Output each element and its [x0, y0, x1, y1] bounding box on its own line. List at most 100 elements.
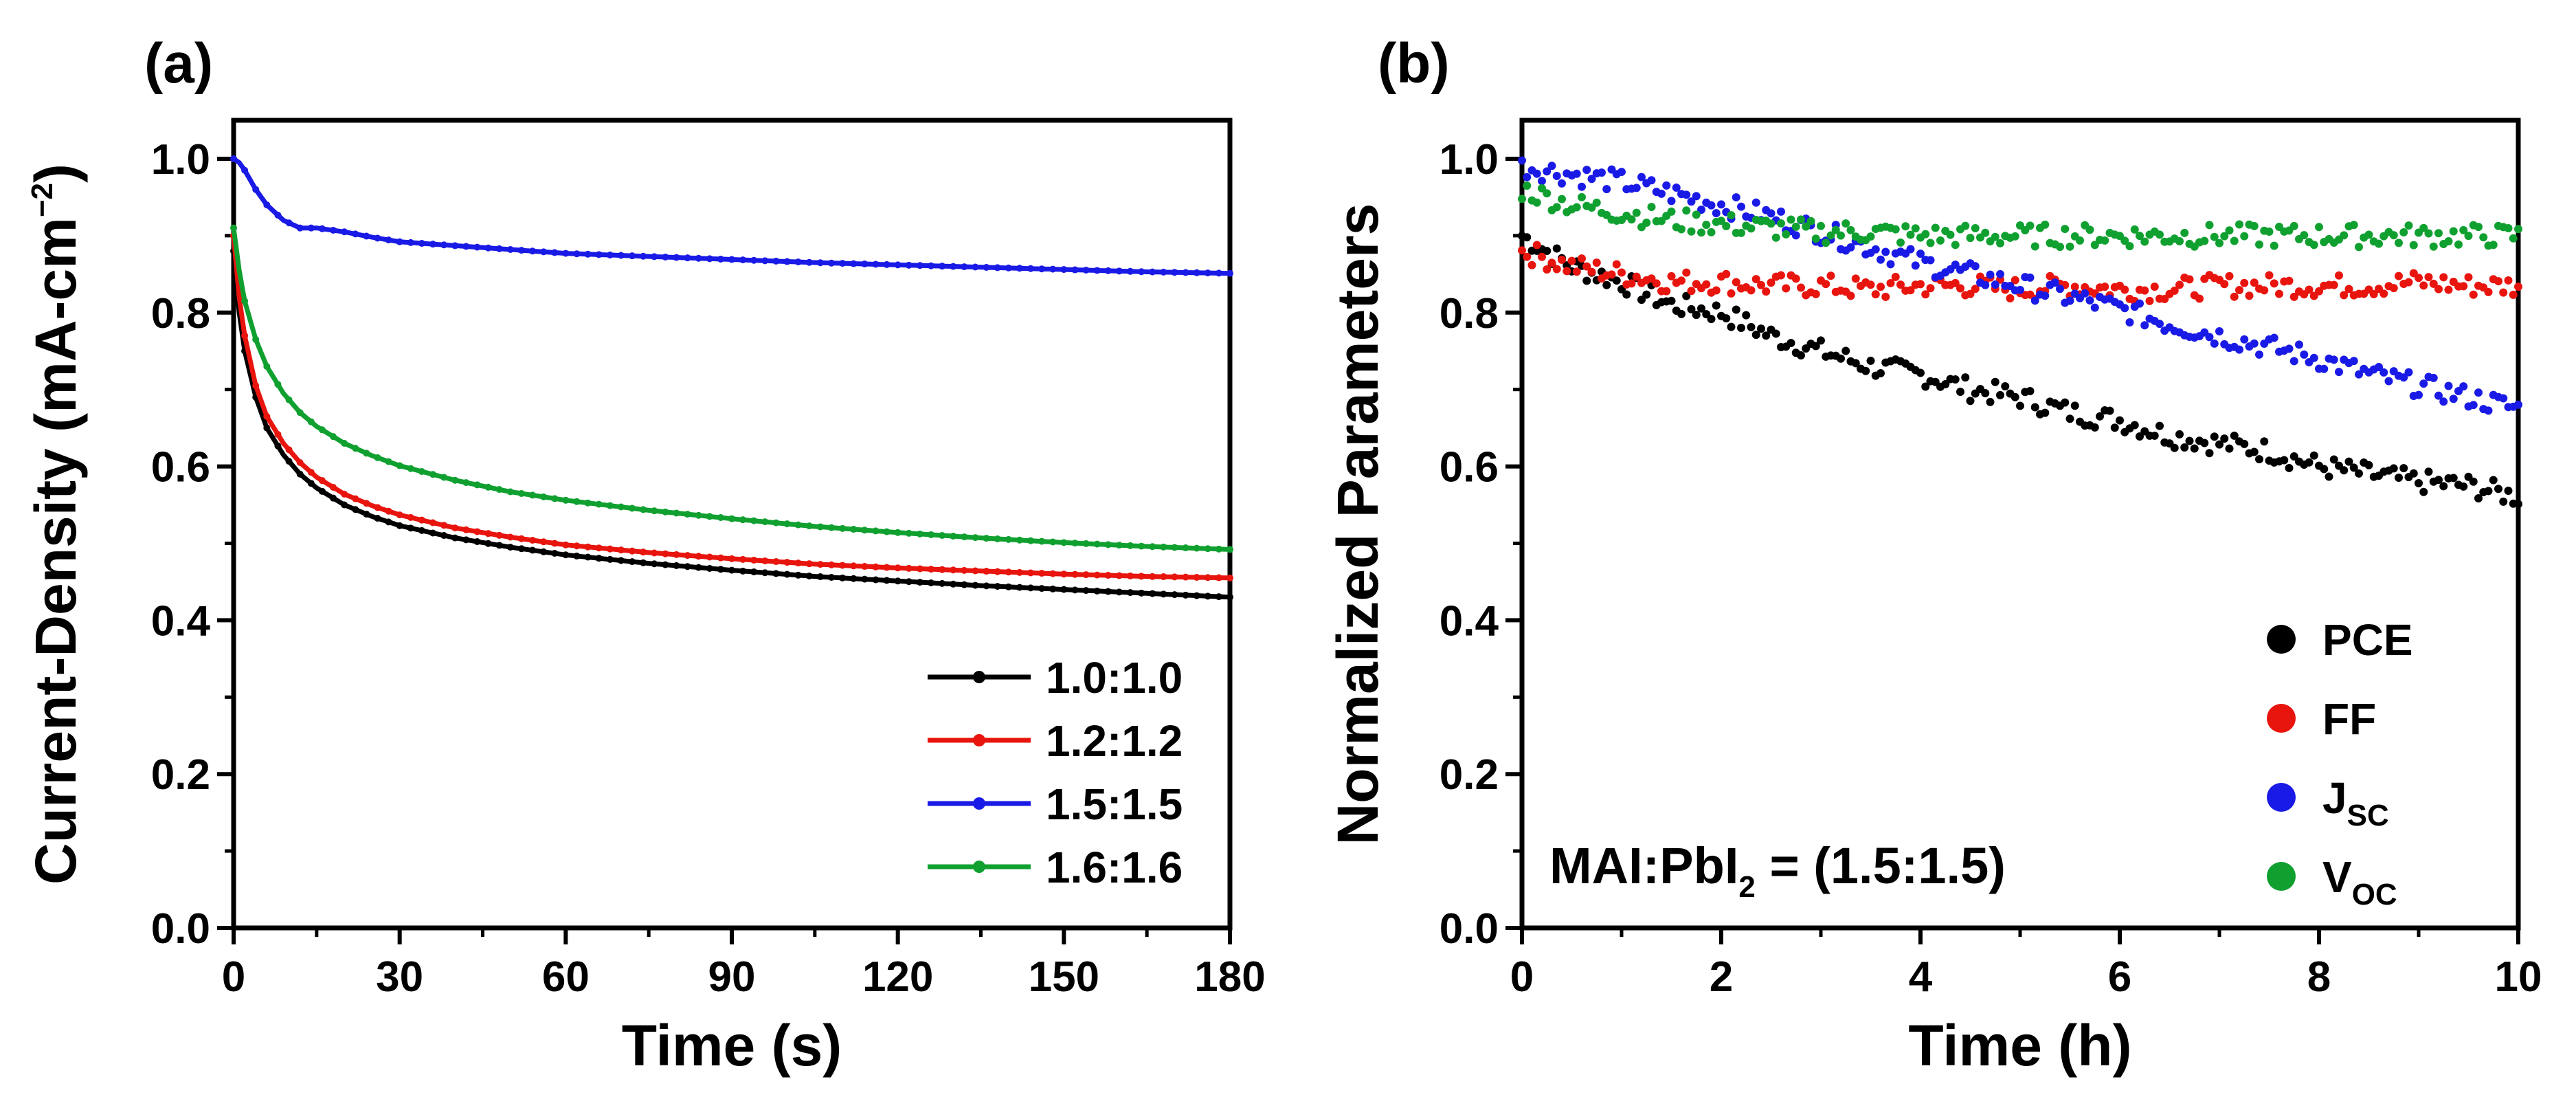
data-point — [1104, 267, 1112, 274]
data-point — [595, 251, 603, 258]
legend-label-sub: OC — [2352, 878, 2397, 911]
data-point — [2415, 274, 2423, 282]
data-point — [1791, 231, 1800, 240]
data-point — [1791, 274, 1800, 283]
data-point — [2369, 290, 2378, 299]
data-point — [2504, 276, 2513, 285]
data-point — [2136, 299, 2144, 308]
data-point — [2175, 280, 2184, 289]
data-point — [2364, 230, 2373, 239]
data-point — [2155, 421, 2164, 430]
series-1 — [1518, 241, 2522, 305]
data-point — [2419, 223, 2428, 232]
data-point — [728, 256, 735, 263]
data-point — [983, 535, 990, 542]
data-point — [1115, 267, 1123, 275]
data-point — [1016, 568, 1023, 576]
data-point — [1016, 265, 1023, 272]
data-point — [994, 583, 1001, 590]
data-point — [1622, 290, 1631, 299]
y-tick-label: 1.0 — [1440, 136, 1499, 184]
data-point — [2444, 381, 2453, 390]
data-point — [1182, 591, 1189, 599]
data-point — [440, 241, 448, 249]
data-point — [473, 528, 481, 535]
legend-item: VOC — [2267, 852, 2397, 911]
x-tick-label: 10 — [2495, 953, 2542, 1001]
data-point — [318, 426, 326, 434]
data-point — [1697, 304, 1705, 313]
data-point — [1038, 570, 1046, 577]
data-point — [1811, 342, 1820, 351]
data-point — [850, 260, 858, 267]
data-point — [2210, 232, 2219, 241]
data-point — [739, 256, 747, 264]
data-point — [1607, 270, 1616, 279]
data-point — [717, 255, 724, 263]
data-point — [2429, 279, 2438, 288]
data-point — [2076, 236, 2084, 245]
data-point — [750, 556, 758, 564]
legend-item: 1.5:1.5 — [928, 779, 1183, 829]
data-point — [318, 225, 326, 232]
data-point — [407, 465, 414, 472]
data-point — [1027, 569, 1034, 577]
data-point — [2210, 339, 2219, 348]
data-point — [1971, 223, 1980, 232]
data-point — [1906, 230, 1915, 239]
data-point — [1996, 390, 2004, 399]
data-point — [2419, 379, 2428, 388]
data-point — [1127, 572, 1134, 579]
data-point — [2250, 447, 2259, 456]
data-point — [1647, 176, 1656, 185]
data-point — [274, 212, 282, 219]
legend-marker — [2267, 862, 2296, 891]
data-point — [772, 519, 780, 527]
data-point — [2120, 304, 2129, 313]
data-point — [418, 527, 425, 534]
data-point — [2419, 281, 2428, 290]
data-point — [2136, 432, 2144, 441]
data-point — [1215, 545, 1222, 553]
data-point — [2150, 431, 2159, 440]
data-point — [1104, 541, 1112, 549]
data-point — [1049, 585, 1057, 592]
data-point — [1518, 156, 1526, 165]
data-point — [2105, 406, 2114, 415]
data-point — [1543, 167, 1552, 176]
data-point — [994, 264, 1001, 272]
data-point — [407, 239, 414, 246]
data-point — [1981, 228, 1990, 237]
data-point — [1632, 272, 1641, 281]
data-point — [883, 261, 891, 268]
data-point — [861, 575, 869, 583]
data-point — [1722, 314, 1731, 323]
data-point — [872, 527, 880, 535]
data-point — [2125, 318, 2134, 326]
data-point — [1138, 542, 1145, 550]
data-point — [2030, 403, 2039, 412]
data-point — [1951, 375, 1960, 384]
data-point — [1093, 267, 1101, 274]
data-point — [883, 564, 891, 571]
data-point — [1127, 589, 1134, 597]
data-point — [850, 575, 858, 582]
data-point — [2155, 320, 2164, 329]
data-point — [1811, 234, 1820, 243]
y-tick-label: 0.2 — [151, 751, 210, 799]
y-tick-label: 0.0 — [151, 905, 210, 953]
data-point — [1149, 590, 1156, 597]
data-point — [761, 518, 769, 526]
legend-marker — [2267, 704, 2296, 733]
data-point — [673, 509, 680, 517]
data-point — [285, 458, 293, 465]
data-point — [2384, 377, 2393, 386]
y-tick-label: 0.4 — [151, 597, 211, 645]
data-point — [739, 516, 747, 524]
data-point — [872, 576, 880, 584]
data-point — [2011, 232, 2019, 241]
data-point — [1846, 243, 1855, 252]
data-point — [2195, 294, 2204, 303]
data-point — [1127, 542, 1134, 549]
data-point — [495, 245, 503, 252]
